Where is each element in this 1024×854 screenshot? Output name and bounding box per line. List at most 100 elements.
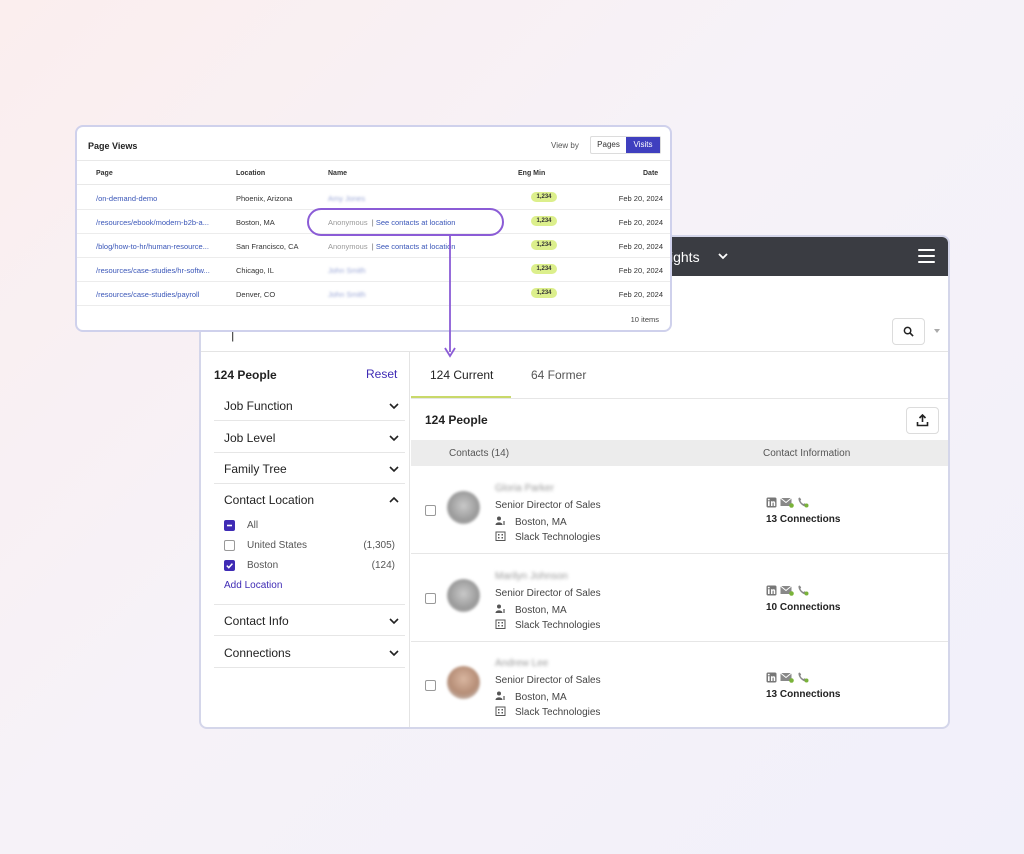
location-text: Boston, MA <box>515 605 567 616</box>
option-label: All <box>247 520 259 531</box>
tab-current[interactable]: 124 Current <box>430 368 494 382</box>
contact-title: Senior Director of Sales <box>495 588 601 599</box>
visitor-name[interactable]: John Smith <box>328 290 366 299</box>
column-date[interactable]: Date <box>643 170 659 177</box>
email-icon[interactable] <box>780 585 794 596</box>
contact-row[interactable]: Gloria Parker Senior Director of Sales Bos… <box>411 467 948 554</box>
facet-job-level[interactable]: Job Level <box>214 422 405 453</box>
email-icon[interactable] <box>780 672 794 683</box>
add-location-link[interactable]: Add Location <box>224 580 283 591</box>
building-icon <box>495 531 506 541</box>
contact-name[interactable]: Andrew Lee <box>495 658 549 669</box>
facet-job-function[interactable]: Job Function <box>214 390 405 421</box>
separator: | <box>367 218 376 227</box>
linkedin-icon[interactable] <box>766 497 777 508</box>
eng-min-badge: 1,234 <box>531 192 557 202</box>
page-link[interactable]: /resources/case-studies/hr-softw... <box>96 266 210 275</box>
people-main: 124 Current 64 Former 124 People Contact… <box>411 352 948 727</box>
card-divider <box>77 160 670 161</box>
visitor-name[interactable]: John Smith <box>328 266 366 275</box>
eng-min-badge: 1,234 <box>531 264 557 274</box>
facet-label[interactable]: Contact Location <box>224 493 315 507</box>
insights-menu-label[interactable]: sights <box>663 249 700 265</box>
table-row[interactable]: /resources/case-studies/hr-softw... Chica… <box>77 258 670 282</box>
checkbox-partial[interactable] <box>224 520 235 531</box>
search-button[interactable] <box>892 318 925 345</box>
table-row[interactable]: /resources/ebook/modern-b2b-a... Boston, … <box>77 210 670 234</box>
visitor-anonymous: Anonymous | See contacts at location <box>328 242 455 251</box>
see-contacts-link[interactable]: See contacts at location <box>375 218 456 227</box>
page-link[interactable]: /resources/ebook/modern-b2b-a... <box>96 218 209 227</box>
phone-icon[interactable] <box>797 497 809 508</box>
hamburger-menu-icon[interactable] <box>918 249 935 263</box>
location-option-boston[interactable]: Boston (124) <box>224 558 395 574</box>
column-location[interactable]: Location <box>236 170 266 177</box>
facet-contact-info[interactable]: Contact Info <box>214 605 405 636</box>
column-page[interactable]: Page <box>96 170 113 177</box>
tab-former[interactable]: 64 Former <box>531 368 587 382</box>
location-option-united-states[interactable]: United States (1,305) <box>224 538 395 554</box>
view-by-toggle: Pages Visits <box>590 136 661 154</box>
chevron-down-icon[interactable] <box>717 250 729 262</box>
company-text: Slack Technologies <box>515 532 601 543</box>
linkedin-icon[interactable] <box>766 585 777 596</box>
see-contacts-link[interactable]: See contacts at location <box>375 242 456 251</box>
column-contacts[interactable]: Contacts (14) <box>449 448 510 459</box>
row-checkbox[interactable] <box>425 593 436 604</box>
building-icon <box>495 619 506 629</box>
table-row[interactable]: /resources/case-studies/payroll Denver, C… <box>77 282 670 306</box>
eng-min-badge: 1,234 <box>531 288 557 298</box>
phone-icon[interactable] <box>797 672 809 683</box>
caret-down-icon[interactable] <box>933 327 941 335</box>
filter-sidebar: 124 People Reset Job Function Job Level … <box>201 352 410 727</box>
export-button[interactable] <box>906 407 939 434</box>
option-label: Boston <box>247 560 279 571</box>
reset-filters-link[interactable]: Reset <box>366 367 398 381</box>
person-pin-icon <box>495 691 505 700</box>
email-icon[interactable] <box>780 497 794 508</box>
checkbox[interactable] <box>224 540 235 551</box>
table-row[interactable]: /blog/how-to-hr/human-resource... San Fra… <box>77 234 670 258</box>
page-link[interactable]: /blog/how-to-hr/human-resource... <box>96 242 209 251</box>
contact-info-icons <box>766 585 812 597</box>
row-checkbox[interactable] <box>425 680 436 691</box>
location-option-all[interactable]: All <box>224 518 395 534</box>
page-link[interactable]: /on-demand-demo <box>96 194 158 203</box>
phone-icon[interactable] <box>797 585 809 596</box>
facet-connections[interactable]: Connections <box>214 637 405 668</box>
header-divider <box>201 351 948 352</box>
page-link[interactable]: /resources/case-studies/payroll <box>96 290 200 299</box>
connections-count[interactable]: 13 Connections <box>766 514 841 525</box>
column-name[interactable]: Name <box>328 170 348 177</box>
toggle-visits[interactable]: Visits <box>626 137 660 153</box>
avatar <box>447 579 480 612</box>
visitor-name[interactable]: Amy Jones <box>328 194 366 203</box>
view-by-label: View by <box>551 141 579 150</box>
chevron-up-icon[interactable] <box>389 495 399 505</box>
location-cell: Chicago, IL <box>236 266 274 275</box>
chevron-down-icon <box>389 650 399 657</box>
chevron-down-icon <box>389 618 399 625</box>
contact-row[interactable]: Marilyn Johnson Senior Director of Sales B… <box>411 555 948 642</box>
option-count: (1,305) <box>363 540 395 551</box>
column-contact-information: Contact Information <box>763 448 851 459</box>
checkbox-checked[interactable] <box>224 560 235 571</box>
linkedin-icon[interactable] <box>766 672 777 683</box>
table-row[interactable]: /on-demand-demo Phoenix, Arizona Amy Jones… <box>77 186 670 210</box>
facet-label: Job Level <box>224 431 276 445</box>
column-eng-min[interactable]: Eng Min <box>518 170 546 177</box>
facet-label: Family Tree <box>224 462 287 476</box>
contact-title: Senior Director of Sales <box>495 675 601 686</box>
connections-count[interactable]: 10 Connections <box>766 602 841 613</box>
facet-family-tree[interactable]: Family Tree <box>214 453 405 484</box>
connections-count[interactable]: 13 Connections <box>766 689 841 700</box>
page-heading-fragment: | <box>231 327 235 342</box>
contact-row[interactable]: Andrew Lee Senior Director of Sales Boston… <box>411 642 948 727</box>
avatar <box>447 491 480 524</box>
contact-name[interactable]: Gloria Parker <box>495 483 554 494</box>
option-label: United States <box>247 540 308 551</box>
contact-location: Boston, MA <box>495 516 567 528</box>
contact-name[interactable]: Marilyn Johnson <box>495 571 568 582</box>
row-checkbox[interactable] <box>425 505 436 516</box>
toggle-pages[interactable]: Pages <box>597 140 620 149</box>
